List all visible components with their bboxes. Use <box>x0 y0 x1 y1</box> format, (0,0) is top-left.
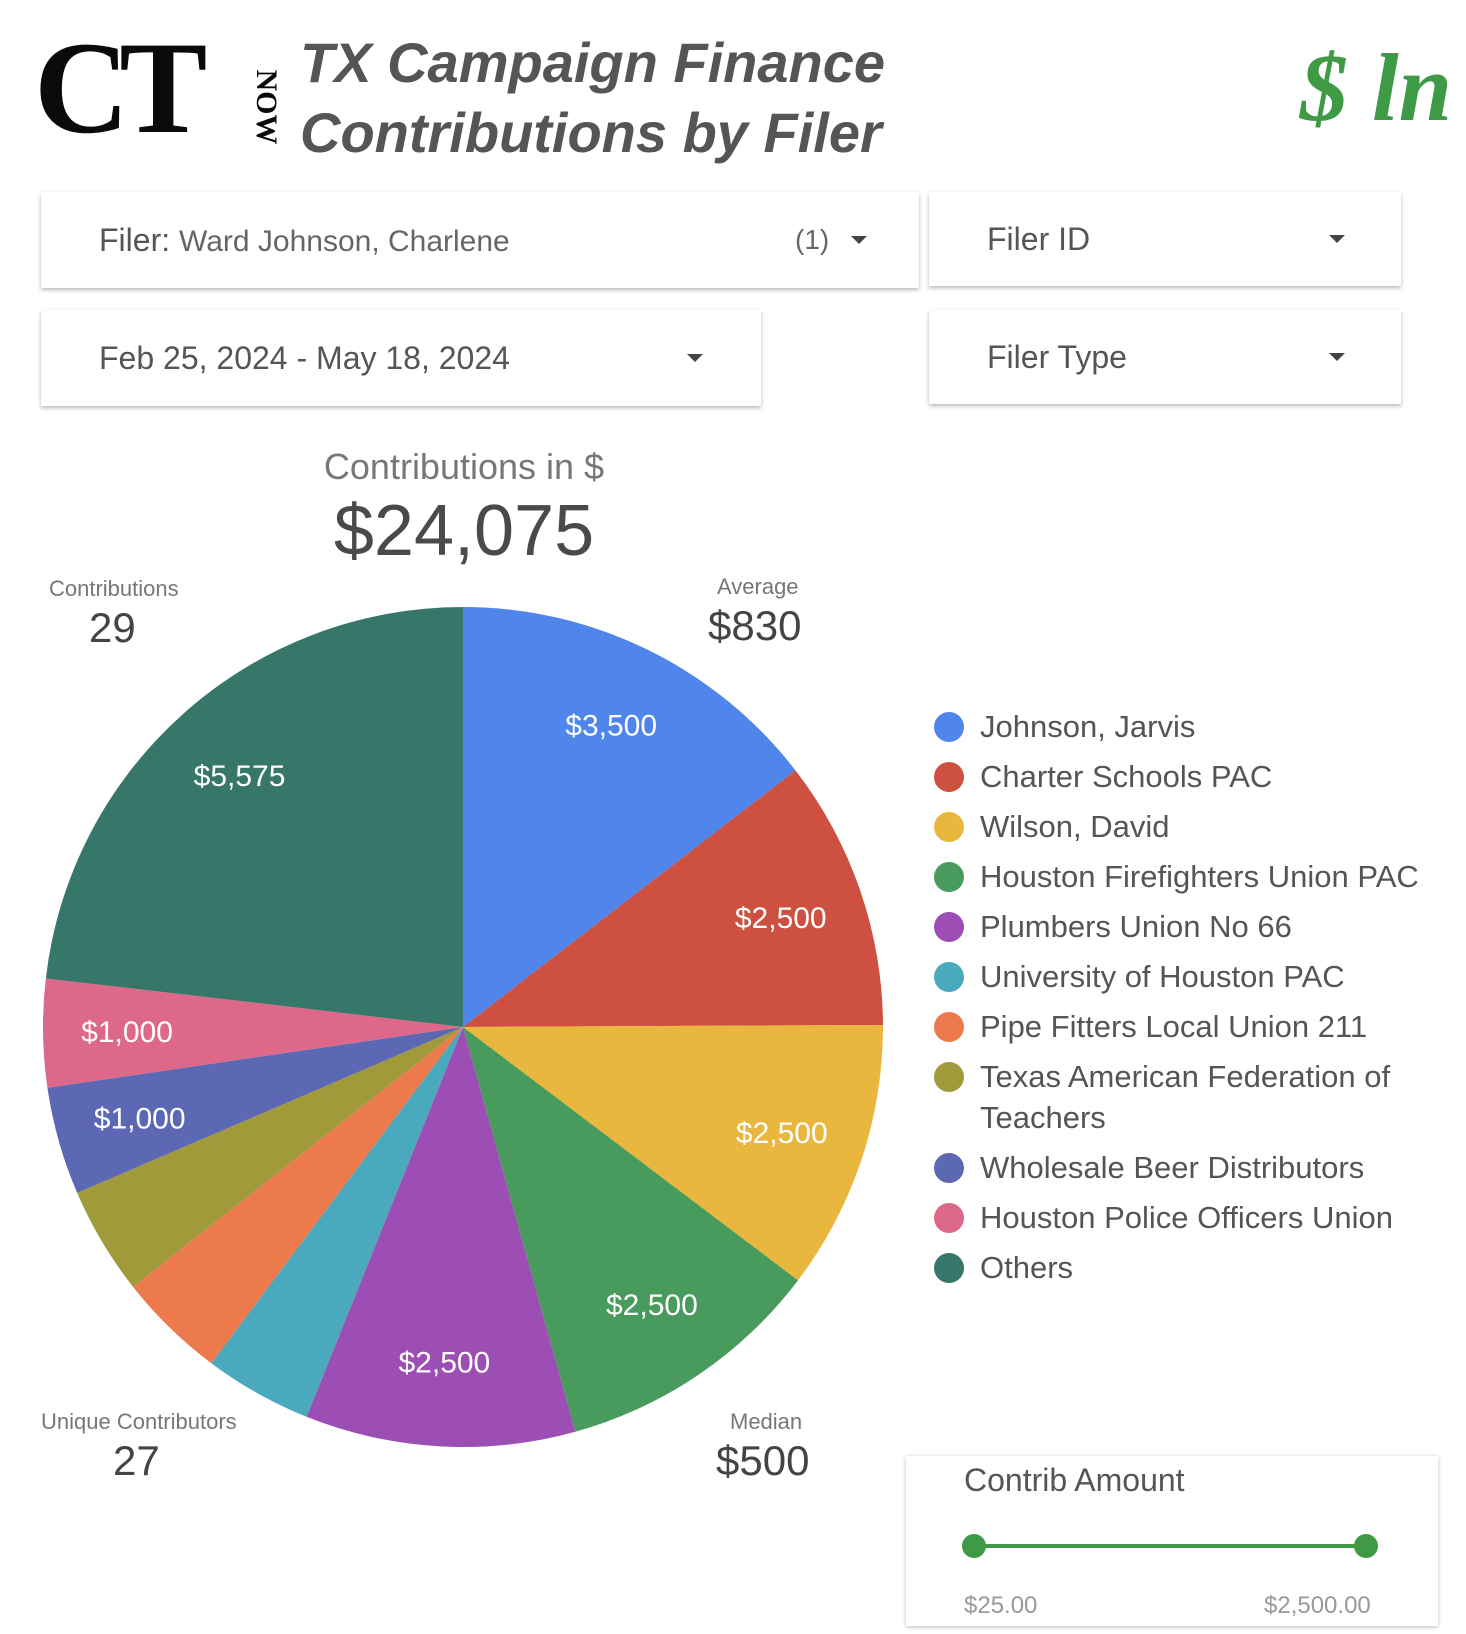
legend-swatch <box>934 1062 964 1092</box>
legend-swatch <box>934 962 964 992</box>
legend-swatch <box>934 862 964 892</box>
median-label: Median <box>730 1409 803 1434</box>
total-contributions-label: Contributions in $ <box>323 446 605 487</box>
legend-item[interactable]: University of Houston PAC <box>934 956 1434 997</box>
pie-slice[interactable] <box>463 607 796 1027</box>
pie-slice[interactable] <box>463 1027 798 1432</box>
legend-label: Pipe Fitters Local Union 211 <box>980 1009 1368 1044</box>
date-range-picker[interactable]: Feb 25, 2024 - May 18, 2024 <box>41 310 761 406</box>
slice-value-label: $5,575 <box>194 760 286 793</box>
slider-max-label: $2,500.00 <box>1264 1592 1371 1619</box>
legend-label: Wilson, David <box>980 809 1170 844</box>
slider-title: Contrib Amount <box>964 1462 1185 1498</box>
legend-swatch <box>934 812 964 842</box>
legend-label: University of Houston PAC <box>980 959 1345 994</box>
contributions-count-value: 29 <box>89 604 136 651</box>
filer-type-label: Filer Type <box>987 339 1127 375</box>
legend-swatch <box>934 1012 964 1042</box>
legend-swatch <box>934 1203 964 1233</box>
pie-slice[interactable] <box>306 1027 576 1447</box>
pie-slice[interactable] <box>133 1027 463 1364</box>
filer-dropdown-label: Filer: Ward Johnson, Charlene <box>99 222 510 258</box>
legend-item[interactable]: Others <box>934 1247 1434 1288</box>
legend-item[interactable]: Houston Firefighters Union PAC <box>934 856 1434 897</box>
legend-item[interactable]: Houston Police Officers Union <box>934 1197 1434 1238</box>
average-label: Average <box>717 574 799 599</box>
filer-id-label: Filer ID <box>987 221 1091 257</box>
slider-track[interactable] <box>974 1544 1366 1548</box>
slice-value-label: $3,500 <box>565 709 657 742</box>
legend-label: Charter Schools PAC <box>980 759 1273 794</box>
pie-slice[interactable] <box>211 1027 463 1417</box>
legend-item[interactable]: Pipe Fitters Local Union 211 <box>934 1006 1434 1047</box>
legend-swatch <box>934 762 964 792</box>
legend-label: Wholesale Beer Distributors <box>980 1150 1365 1185</box>
ct-now-logo: CT NOW <box>34 22 283 154</box>
pie-slice[interactable] <box>77 1027 463 1287</box>
median-value: $500 <box>716 1437 810 1484</box>
filer-type-dropdown[interactable]: Filer Type <box>929 310 1401 404</box>
legend-item[interactable]: Texas American Federation of Teachers <box>934 1056 1434 1138</box>
brand-logo: $ ln <box>1300 34 1453 141</box>
legend-swatch <box>934 1253 964 1283</box>
filer-selected-count: (1) <box>795 224 830 255</box>
logo-subtext: NOW <box>250 69 283 145</box>
logo-text: CT <box>34 14 207 161</box>
slice-value-label: $2,500 <box>735 902 827 935</box>
chart-legend: Johnson, Jarvis Charter Schools PAC Wilson… <box>934 706 1434 1297</box>
legend-label: Houston Police Officers Union <box>980 1200 1393 1235</box>
pie-slice[interactable] <box>47 1027 464 1193</box>
legend-swatch <box>934 1153 964 1183</box>
legend-label: Plumbers Union No 66 <box>980 909 1292 944</box>
filer-label: Filer <box>99 222 162 258</box>
slice-value-label: $1,000 <box>81 1016 173 1049</box>
slice-value-label: $1,000 <box>94 1102 186 1135</box>
filer-dropdown[interactable]: Filer: Ward Johnson, Charlene (1) <box>41 192 919 288</box>
pie-slice[interactable] <box>42 978 463 1088</box>
legend-item[interactable]: Wilson, David <box>934 806 1434 847</box>
unique-contributors-label: Unique Contributors <box>41 1409 237 1434</box>
slider-min-handle[interactable] <box>962 1534 986 1558</box>
legend-item[interactable]: Charter Schools PAC <box>934 756 1434 797</box>
legend-item[interactable]: Plumbers Union No 66 <box>934 906 1434 947</box>
chevron-down-icon[interactable] <box>1329 235 1345 243</box>
slider-max-handle[interactable] <box>1354 1534 1378 1558</box>
filer-id-dropdown[interactable]: Filer ID <box>929 192 1401 286</box>
legend-label: Others <box>980 1250 1074 1285</box>
legend-label: Johnson, Jarvis <box>980 709 1196 744</box>
legend-item[interactable]: Wholesale Beer Distributors <box>934 1147 1434 1188</box>
chevron-down-icon[interactable] <box>1329 353 1345 361</box>
slider-min-label: $25.00 <box>964 1592 1038 1619</box>
contributions-count-label: Contributions <box>49 576 179 601</box>
slice-value-label: $2,500 <box>736 1117 828 1150</box>
filer-selected-value: Ward Johnson, Charlene <box>179 225 510 258</box>
slice-value-label: $2,500 <box>398 1346 490 1379</box>
pie-slice[interactable] <box>45 607 463 1027</box>
unique-contributors-value: 27 <box>113 1437 160 1484</box>
total-contributions-value: $24,075 <box>333 491 595 571</box>
chevron-down-icon[interactable] <box>687 354 703 362</box>
slice-value-label: $2,500 <box>606 1289 698 1322</box>
page-title: TX Campaign Finance Contributions by Fil… <box>300 31 885 164</box>
date-range-label: Feb 25, 2024 - May 18, 2024 <box>99 340 510 376</box>
chevron-down-icon[interactable] <box>851 236 867 244</box>
pie-slice[interactable] <box>463 770 883 1027</box>
contrib-amount-slider-card: Contrib Amount $25.00 $2,500.00 <box>906 1456 1438 1626</box>
average-value: $830 <box>708 602 802 649</box>
legend-item[interactable]: Johnson, Jarvis <box>934 706 1434 747</box>
legend-swatch <box>934 712 964 742</box>
legend-swatch <box>934 912 964 942</box>
legend-label: Texas American Federation of Teachers <box>980 1059 1391 1135</box>
pie-slice[interactable] <box>463 1024 883 1281</box>
legend-label: Houston Firefighters Union PAC <box>980 859 1419 894</box>
